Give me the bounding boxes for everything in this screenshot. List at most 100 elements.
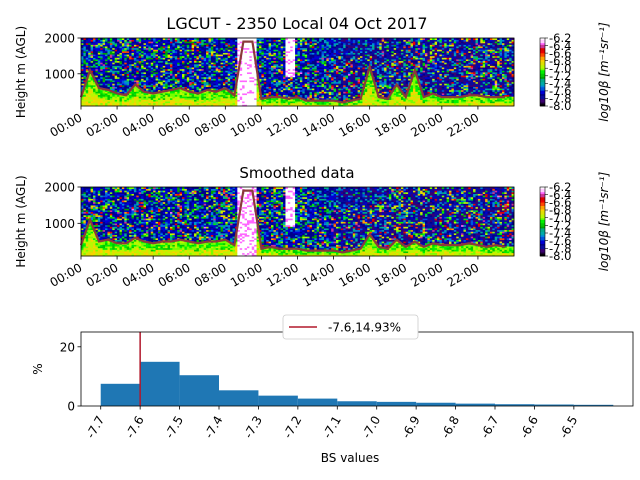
heatmap-cell bbox=[119, 59, 123, 62]
heatmap-cell bbox=[155, 80, 159, 83]
heatmap-cell bbox=[90, 94, 94, 97]
heatmap-cell bbox=[136, 70, 140, 73]
heatmap-cell bbox=[90, 67, 94, 70]
heatmap-cell bbox=[85, 62, 89, 65]
heatmap-cell bbox=[83, 50, 87, 53]
heatmap-cell bbox=[153, 47, 156, 50]
heatmap-cell bbox=[126, 54, 130, 57]
heatmap-cell bbox=[102, 68, 106, 71]
heatmap-cell bbox=[105, 76, 108, 79]
heatmap-cell bbox=[107, 70, 111, 73]
heatmap-cell bbox=[162, 93, 166, 96]
heatmap-cell bbox=[155, 97, 159, 100]
heatmap-cell bbox=[95, 70, 99, 73]
heatmap-cell bbox=[143, 52, 147, 55]
heatmap-cell bbox=[150, 47, 154, 50]
heatmap-cell bbox=[100, 96, 104, 99]
heatmap-cell bbox=[148, 93, 152, 96]
heatmap-cell bbox=[119, 44, 123, 47]
heatmap-cell bbox=[90, 63, 94, 66]
heatmap-cell bbox=[157, 102, 161, 105]
heatmap-cell bbox=[170, 38, 173, 41]
heatmap-cell bbox=[83, 80, 87, 83]
heatmap-cell bbox=[145, 39, 149, 42]
heatmap-cell bbox=[93, 75, 96, 78]
heatmap-cell bbox=[85, 54, 89, 57]
heatmap-cell bbox=[157, 76, 161, 79]
heatmap-cell bbox=[107, 75, 111, 78]
heatmap-cell bbox=[160, 99, 164, 102]
heatmap-cell bbox=[153, 59, 156, 62]
heatmap-cell bbox=[105, 89, 108, 92]
heatmap-cell bbox=[105, 80, 108, 83]
heatmap-cell bbox=[131, 91, 135, 94]
heatmap-cell bbox=[109, 47, 113, 50]
heatmap-cell bbox=[155, 86, 159, 89]
heatmap-cell bbox=[138, 65, 142, 68]
heatmap-cell bbox=[145, 104, 149, 107]
heatmap-cell bbox=[150, 50, 154, 53]
heatmap-cell bbox=[88, 88, 92, 91]
heatmap-cell bbox=[124, 84, 128, 87]
heatmap-cell bbox=[155, 54, 159, 57]
heatmap-cell bbox=[107, 72, 111, 75]
heatmap-cell bbox=[109, 72, 113, 75]
heatmap-cell bbox=[114, 50, 118, 53]
heatmap-cell bbox=[160, 38, 164, 41]
heatmap-cell bbox=[119, 83, 123, 86]
heatmap-cell bbox=[141, 70, 144, 73]
heatmap-cell bbox=[112, 67, 116, 70]
heatmap-cell bbox=[129, 38, 132, 41]
heatmap-cell bbox=[153, 57, 156, 60]
heatmap-cell bbox=[131, 102, 135, 105]
heatmap-cell bbox=[109, 93, 113, 96]
heatmap-cell bbox=[150, 86, 154, 89]
heatmap-cell bbox=[133, 101, 137, 104]
heatmap-cell bbox=[107, 84, 111, 87]
heatmap-cell bbox=[124, 50, 128, 53]
heatmap-cell bbox=[126, 101, 130, 104]
heatmap-cell bbox=[88, 99, 92, 102]
heatmap-cell bbox=[105, 65, 108, 68]
heatmap-cell bbox=[119, 68, 123, 71]
heatmap-cell bbox=[143, 55, 147, 58]
heatmap-cell bbox=[105, 62, 108, 65]
heatmap-cell bbox=[141, 104, 144, 107]
heatmap-cell bbox=[88, 81, 92, 84]
heatmap-cell bbox=[105, 81, 108, 84]
heatmap-cell bbox=[88, 44, 92, 47]
heatmap-cell bbox=[83, 60, 87, 63]
heatmap-cell bbox=[90, 65, 94, 68]
heatmap-cell bbox=[126, 99, 130, 102]
heatmap-cell bbox=[107, 49, 111, 52]
heatmap-cell bbox=[126, 47, 130, 50]
heatmap-cell bbox=[117, 63, 120, 66]
heatmap-cell bbox=[148, 88, 152, 91]
heatmap-cell bbox=[117, 99, 120, 102]
heatmap-cell bbox=[165, 83, 168, 86]
heatmap-cell bbox=[160, 93, 164, 96]
heatmap-cell bbox=[148, 38, 152, 41]
heatmap-cell bbox=[143, 73, 147, 76]
heatmap-cell bbox=[90, 52, 94, 55]
heatmap-cell bbox=[141, 38, 144, 41]
heatmap-cell bbox=[95, 102, 99, 105]
heatmap-cell bbox=[90, 81, 94, 84]
heatmap-cell bbox=[97, 67, 101, 70]
heatmap-cell bbox=[167, 97, 171, 100]
heatmap-cell bbox=[97, 73, 101, 76]
heatmap-cell bbox=[124, 76, 128, 79]
heatmap-cell bbox=[170, 80, 173, 83]
heatmap-cell bbox=[119, 50, 123, 53]
heatmap-cell bbox=[93, 99, 96, 102]
heatmap-cell bbox=[141, 96, 144, 99]
heatmap-cell bbox=[102, 65, 106, 68]
heatmap-cell bbox=[107, 76, 111, 79]
heatmap-cell bbox=[105, 41, 108, 44]
heatmap-cell bbox=[112, 97, 116, 100]
heatmap-cell bbox=[95, 68, 99, 71]
heatmap-cell bbox=[165, 101, 168, 104]
heatmap-cell bbox=[124, 83, 128, 86]
heatmap-cell bbox=[117, 101, 120, 104]
heatmap-cell bbox=[143, 101, 147, 104]
